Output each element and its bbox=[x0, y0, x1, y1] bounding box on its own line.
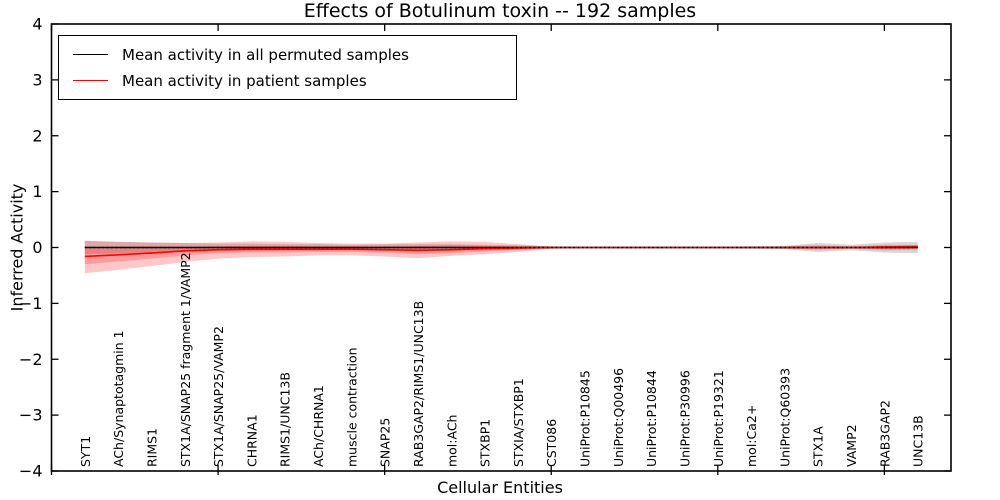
permuted-line-sample-icon bbox=[73, 54, 108, 55]
x-category-label: SYT1 bbox=[78, 436, 93, 467]
x-category-label: UniProt:P19321 bbox=[711, 370, 726, 467]
x-axis-label: Cellular Entities bbox=[437, 478, 563, 497]
x-category-label: SNAP25 bbox=[378, 418, 393, 467]
y-tick-label: 0 bbox=[32, 238, 42, 257]
series-line-mean-activity-in-patient-samples bbox=[84, 245, 918, 258]
y-tick-label: 3 bbox=[32, 70, 42, 89]
x-category-label: UniProt:Q00496 bbox=[611, 368, 626, 467]
x-category-label: mol:Ca2+ bbox=[744, 405, 759, 467]
x-category-label: UniProt:P10845 bbox=[578, 370, 593, 467]
x-category-label: RIMS1/UNC13B bbox=[278, 372, 293, 467]
x-category-label: UniProt:Q60393 bbox=[777, 368, 792, 467]
x-category-label: RAB3GAP2 bbox=[877, 400, 892, 467]
legend-label: Mean activity in patient samples bbox=[122, 71, 367, 90]
x-category-label: STXBP1 bbox=[478, 419, 493, 467]
patient-line-sample-icon bbox=[73, 80, 108, 81]
y-tick-label: 1 bbox=[32, 182, 42, 201]
legend: Mean activity in all permuted samples Me… bbox=[58, 35, 517, 100]
x-category-label: UniProt:P10844 bbox=[644, 370, 659, 467]
y-tick-label: −3 bbox=[19, 406, 43, 425]
x-category-label: VAMP2 bbox=[844, 424, 859, 467]
x-category-label: UNC13B bbox=[911, 415, 926, 467]
x-category-label: RIMS1 bbox=[144, 428, 159, 467]
x-category-label: ACh/CHRNA1 bbox=[311, 385, 326, 467]
x-category-label: RAB3GAP2/RIMS1/UNC13B bbox=[411, 301, 426, 467]
y-axis-label: Inferred Activity bbox=[7, 183, 27, 312]
y-tick-label: −1 bbox=[19, 294, 43, 313]
x-category-label: STX1A/SNAP25 fragment 1/VAMP2 bbox=[178, 252, 193, 467]
chart-title: Effects of Botulinum toxin -- 192 sample… bbox=[303, 0, 697, 22]
legend-item-patient: Mean activity in patient samples bbox=[59, 68, 516, 94]
x-category-label: muscle contraction bbox=[344, 347, 359, 467]
legend-item-permuted: Mean activity in all permuted samples bbox=[59, 42, 516, 68]
band-patient-spread-inner bbox=[84, 245, 918, 265]
x-category-label: STX1A/SNAP25/VAMP2 bbox=[211, 326, 226, 467]
x-category-label: STX1A bbox=[811, 426, 826, 467]
x-category-label: CST086 bbox=[544, 419, 559, 467]
legend-label: Mean activity in all permuted samples bbox=[122, 45, 409, 64]
y-tick-label: −4 bbox=[19, 462, 43, 481]
x-category-label: ACh/Synaptotagmin 1 bbox=[111, 330, 126, 467]
y-tick-label: 2 bbox=[32, 126, 42, 145]
y-tick-label: −2 bbox=[19, 350, 43, 369]
x-category-label: mol:ACh bbox=[444, 415, 459, 468]
y-tick-label: 4 bbox=[32, 15, 42, 34]
x-category-label: STXIA/STXBP1 bbox=[511, 378, 526, 467]
x-category-label: CHRNA1 bbox=[244, 414, 259, 467]
x-category-label: UniProt:P30996 bbox=[677, 370, 692, 467]
